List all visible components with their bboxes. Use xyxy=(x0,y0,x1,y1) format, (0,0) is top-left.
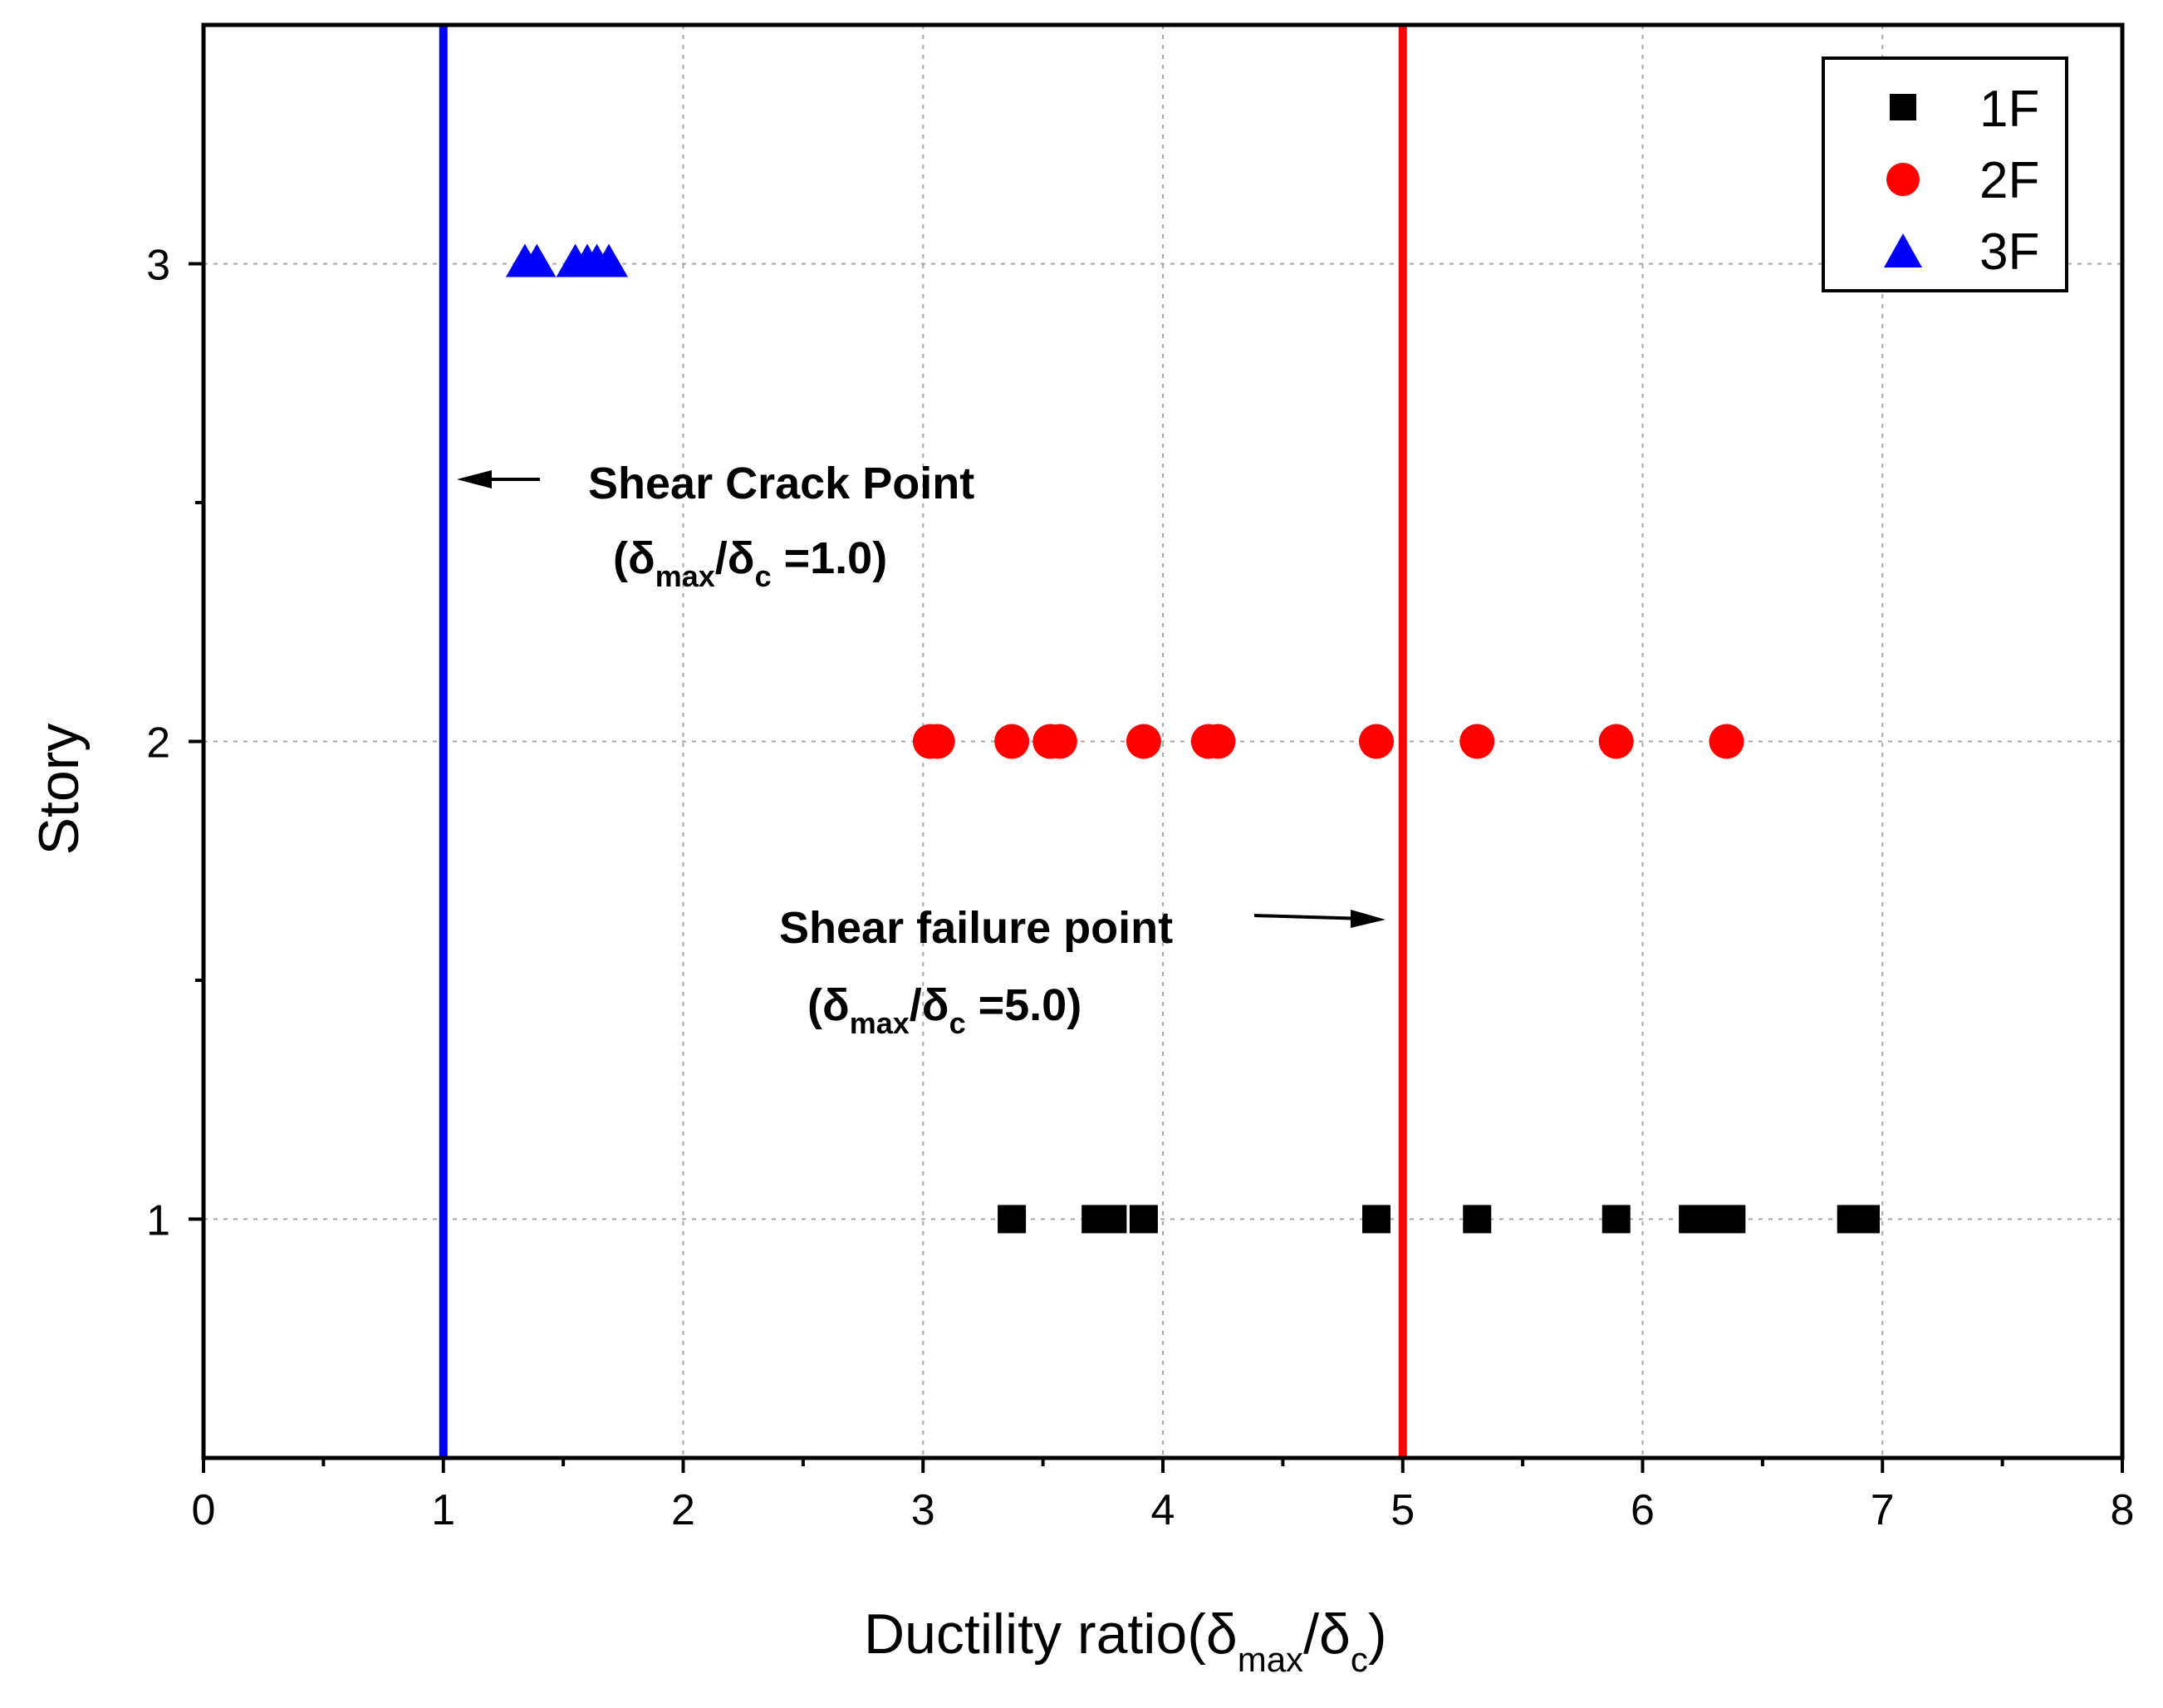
legend-box xyxy=(1822,56,2068,292)
annotation-shear-failure-arrow xyxy=(1253,914,1367,920)
annotation-shear-crack-arrowhead xyxy=(457,470,492,488)
point-2f xyxy=(1459,724,1495,759)
annotation-shear-crack: Shear Crack Point (δmax/δc =1.0) xyxy=(457,459,974,593)
x-tick-label: 7 xyxy=(1871,1486,1895,1534)
point-3f xyxy=(589,243,628,277)
point-2f xyxy=(1042,724,1077,759)
legend-marker-2f xyxy=(1886,163,1920,196)
annotation-shear-failure-arrowhead xyxy=(1351,910,1386,928)
ticks: 0 1 2 3 4 5 6 7 8 1 2 3 xyxy=(146,242,2134,1535)
legend-label-1f: 1F xyxy=(1979,81,2039,138)
anno-failure-open: (δ xyxy=(807,980,850,1030)
point-1f xyxy=(1463,1205,1492,1234)
point-3f xyxy=(517,243,557,277)
x-axis-title: Ductility ratio(δmax/δc) xyxy=(864,1602,1386,1679)
annotation-shear-failure: Shear failure point (δmax/δc =5.0) xyxy=(779,903,1386,1040)
point-1f xyxy=(1361,1205,1390,1234)
point-1f xyxy=(998,1205,1027,1234)
point-2f xyxy=(994,724,1030,759)
anno-failure-sub2: c xyxy=(949,1006,966,1040)
point-2f xyxy=(1200,724,1236,759)
reference-lines xyxy=(439,25,1407,1458)
y-tick-label: 1 xyxy=(146,1197,170,1245)
annotation-shear-crack-formula: (δmax/δc =1.0) xyxy=(613,533,887,593)
x-tick-label: 6 xyxy=(1631,1486,1655,1534)
data-markers xyxy=(505,243,1881,1234)
x-title-sub2: c xyxy=(1351,1640,1368,1679)
point-2f xyxy=(920,724,955,759)
legend: 1F 2F 3F xyxy=(1822,56,2068,292)
anno-crack-mid: /δ xyxy=(715,533,755,583)
annotation-shear-failure-formula: (δmax/δc =5.0) xyxy=(807,980,1082,1040)
anno-failure-value: =5.0) xyxy=(966,980,1082,1030)
anno-crack-value: =1.0) xyxy=(772,533,888,583)
point-1f xyxy=(1098,1205,1127,1234)
legend-marker-3f xyxy=(1884,233,1922,267)
x-title-mid: /δ xyxy=(1303,1602,1351,1666)
point-1f xyxy=(1601,1205,1631,1234)
legend-label-2f: 2F xyxy=(1979,152,2039,209)
x-title-main: Ductility ratio(δ xyxy=(864,1602,1238,1666)
annotation-shear-failure-title: Shear failure point xyxy=(779,903,1173,953)
x-title-end: ) xyxy=(1368,1602,1387,1666)
point-2f xyxy=(1126,724,1161,759)
point-2f xyxy=(1598,724,1634,759)
y-tick-label: 3 xyxy=(146,242,170,290)
point-1f xyxy=(1852,1205,1881,1234)
annotation-shear-crack-title: Shear Crack Point xyxy=(588,459,974,508)
x-tick-label: 2 xyxy=(671,1486,695,1534)
anno-crack-sub2: c xyxy=(755,559,772,593)
x-tick-label: 5 xyxy=(1390,1486,1415,1534)
x-tick-label: 1 xyxy=(431,1486,455,1534)
x-tick-label: 8 xyxy=(2111,1486,2135,1534)
anno-failure-mid: /δ xyxy=(910,980,949,1030)
y-tick-label: 2 xyxy=(146,719,170,768)
y-axis-title: Story xyxy=(27,724,91,856)
anno-failure-sub1: max xyxy=(850,1006,910,1040)
point-2f xyxy=(1709,724,1744,759)
point-1f xyxy=(1717,1205,1746,1234)
x-tick-label: 0 xyxy=(192,1486,216,1534)
anno-crack-open: (δ xyxy=(613,533,655,583)
x-title-sub1: max xyxy=(1238,1640,1303,1679)
x-tick-label: 4 xyxy=(1151,1486,1175,1534)
anno-crack-sub1: max xyxy=(655,559,715,593)
point-1f xyxy=(1129,1205,1158,1234)
legend-label-3f: 3F xyxy=(1979,223,2039,281)
point-2f xyxy=(1358,724,1394,759)
legend-marker-1f xyxy=(1890,94,1916,120)
x-tick-label: 3 xyxy=(911,1486,935,1534)
